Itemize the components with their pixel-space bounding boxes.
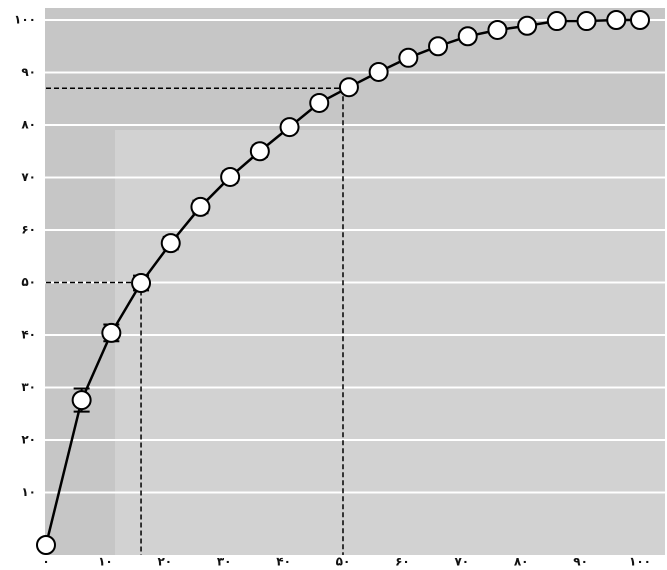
x-tick-label: ۶۰ [395, 555, 410, 569]
y-tick-label: ۵۰ [21, 275, 36, 289]
data-point [488, 21, 506, 39]
data-point [37, 536, 55, 554]
data-point [310, 94, 328, 112]
x-tick-label: ۴۰ [276, 555, 291, 569]
y-tick-label: ۹۰ [21, 65, 36, 79]
data-point [281, 118, 299, 136]
data-point [370, 63, 388, 81]
x-tick-label: ۳۰ [217, 555, 232, 569]
data-point [548, 12, 566, 30]
data-point [429, 37, 447, 55]
y-tick-label: ۱۰ [21, 485, 36, 499]
y-tick-label: ۴۰ [21, 328, 36, 342]
data-point [191, 198, 209, 216]
data-point [607, 11, 625, 29]
x-tick-label: ۹۰ [573, 555, 588, 569]
x-tick-label: ۱۰ [98, 555, 113, 569]
data-point [578, 12, 596, 30]
data-point [162, 234, 180, 252]
y-tick-label: ۸۰ [21, 118, 36, 132]
x-tick-label: ۰ [42, 555, 49, 569]
data-point [340, 78, 358, 96]
data-point [221, 168, 239, 186]
y-tick-label: ۶۰ [21, 223, 36, 237]
x-tick-label: ۵۰ [336, 555, 351, 569]
y-tick-label: ۳۰ [21, 380, 36, 394]
data-point [459, 27, 477, 45]
data-point [132, 274, 150, 292]
x-tick-label: ۷۰ [454, 555, 469, 569]
x-tick-label: ۱۰۰ [629, 555, 651, 569]
data-point [251, 142, 269, 160]
y-tick-label: ۷۰ [21, 170, 36, 184]
chart: ۱۰ ۲۰ ۳۰ ۴۰ ۵۰ ۶۰ ۷۰ ۸۰ ۹۰ ۱۰۰ ۰ ۱۰ ۲۰ ۳۰ ۴۰ ۵۰ ۶۰ ۷۰ ۸۰ ۹۰… [0, 0, 667, 570]
data-point [631, 11, 649, 29]
data-point [102, 324, 120, 342]
plot-background-light [115, 130, 665, 555]
data-point [399, 49, 417, 67]
data-point [518, 17, 536, 35]
data-point [73, 391, 91, 409]
y-tick-label: ۱۰۰ [14, 13, 36, 27]
y-tick-label: ۲۰ [21, 433, 36, 447]
x-tick-label: ۸۰ [514, 555, 529, 569]
x-tick-label: ۲۰ [157, 555, 172, 569]
